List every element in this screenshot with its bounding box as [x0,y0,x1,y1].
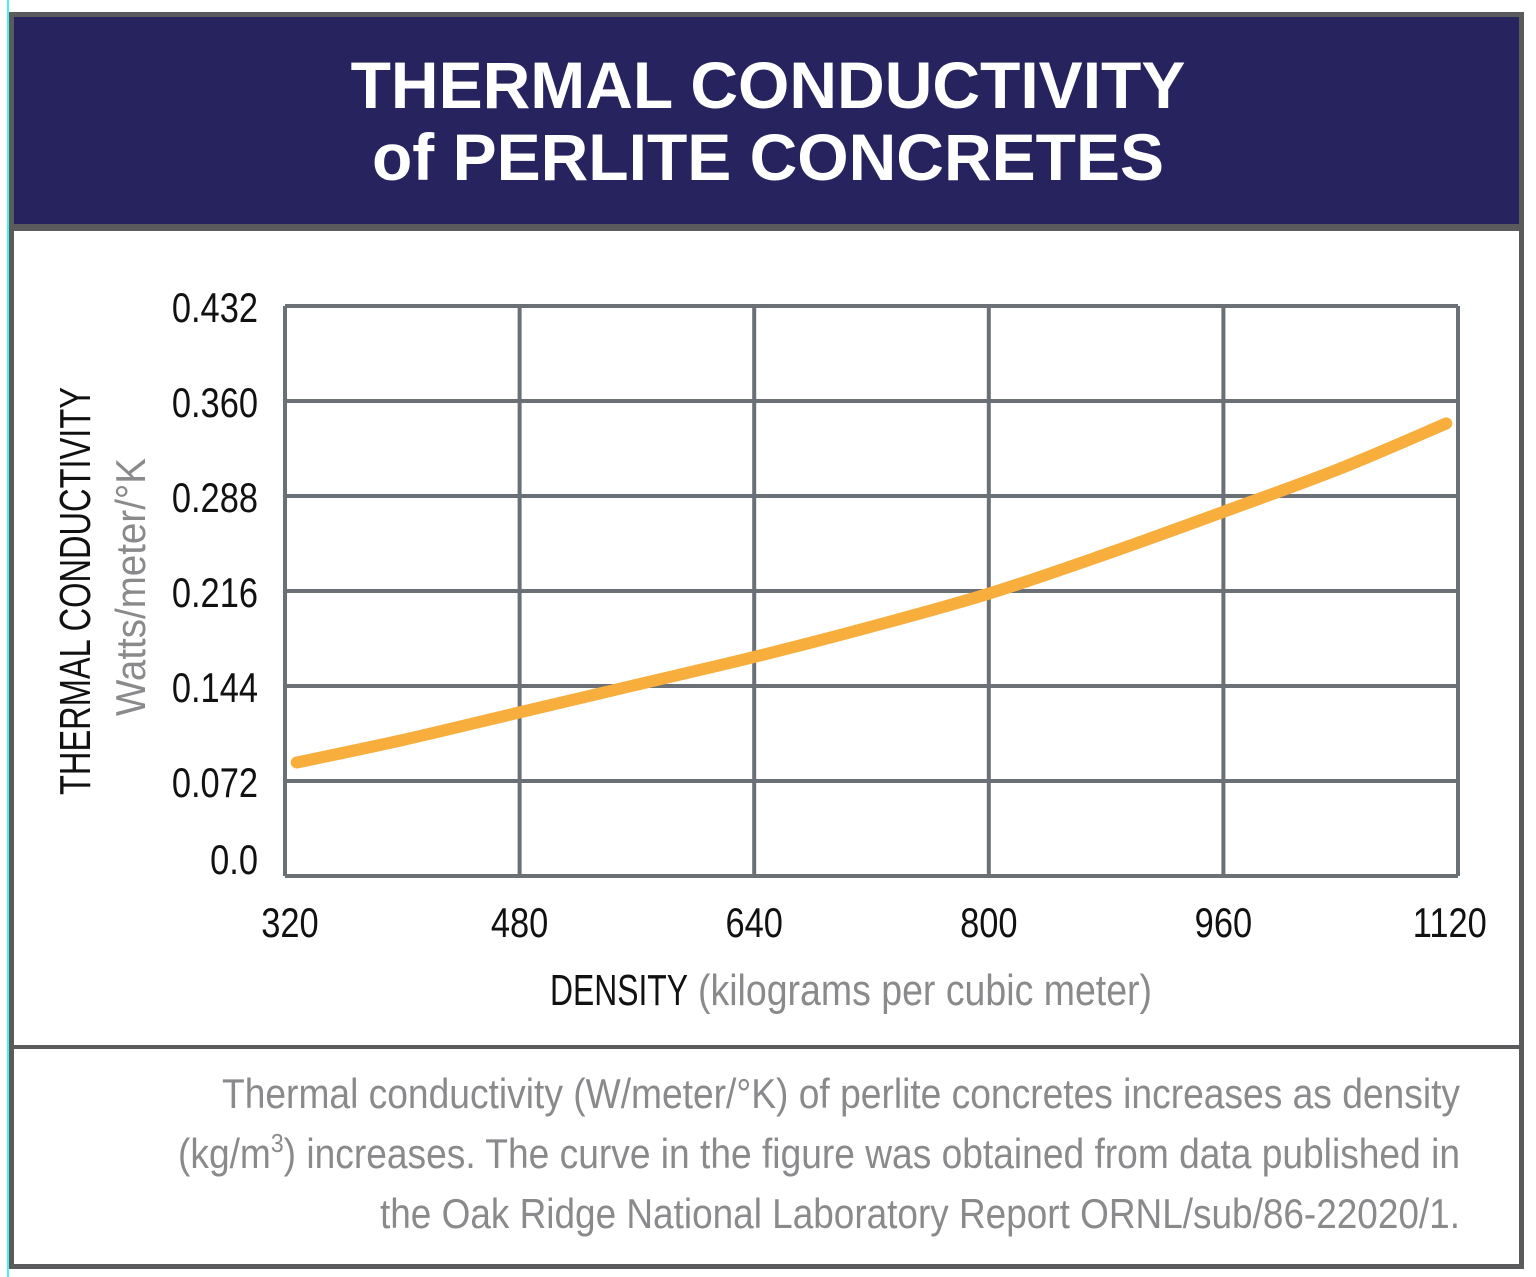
series-line [290,417,1453,769]
y-tick-label: 0.216 [172,570,258,617]
header-divider [14,224,1519,231]
x-tick-label: 320 [261,900,318,947]
caption-superscript: 3 [271,1128,284,1158]
caption-divider [14,1045,1519,1049]
y-axis-unit: Watts/meter/°K [107,458,154,716]
x-tick-label: 480 [491,900,548,947]
caption-line2: (kg/m3) increases. The curve in the figu… [178,1128,1460,1177]
x-tick-labels: 320 480 640 800 960 1120 [261,900,1487,947]
caption-line3: the Oak Ridge National Laboratory Report… [380,1190,1460,1237]
y-tick-labels: 0.0 0.072 0.144 0.216 0.288 0.360 0.432 [172,285,258,884]
y-tick-label: 0.288 [172,475,258,522]
caption-line2-a: (kg/m [178,1130,271,1177]
chart-title-line1: THERMAL CONDUCTIVITY [351,48,1186,122]
x-tick-label: 1120 [1413,900,1487,947]
x-tick-label: 960 [1195,900,1252,947]
y-tick-label: 0.144 [172,665,258,712]
outer-frame [9,12,1524,1269]
header-banner [14,17,1519,225]
x-tick-label: 800 [960,900,1017,947]
grid [283,304,1460,878]
y-tick-label: 0.432 [172,285,258,332]
x-axis-unit: (kilograms per cubic meter) [698,966,1152,1015]
y-tick-label: 0.0 [210,837,258,884]
caption-line2-b: ) increases. The curve in the figure was… [284,1130,1460,1177]
y-axis-label: THERMAL CONDUCTIVITY [51,387,100,795]
x-tick-label: 640 [725,900,782,947]
chart-title-line2: of PERLITE CONCRETES [372,120,1164,194]
y-tick-label: 0.360 [172,380,258,427]
caption: Thermal conductivity (W/meter/°K) of per… [178,1070,1460,1237]
y-tick-label: 0.072 [172,760,258,807]
caption-line1: Thermal conductivity (W/meter/°K) of per… [222,1070,1460,1117]
x-axis-label: DENSITY [550,966,688,1015]
